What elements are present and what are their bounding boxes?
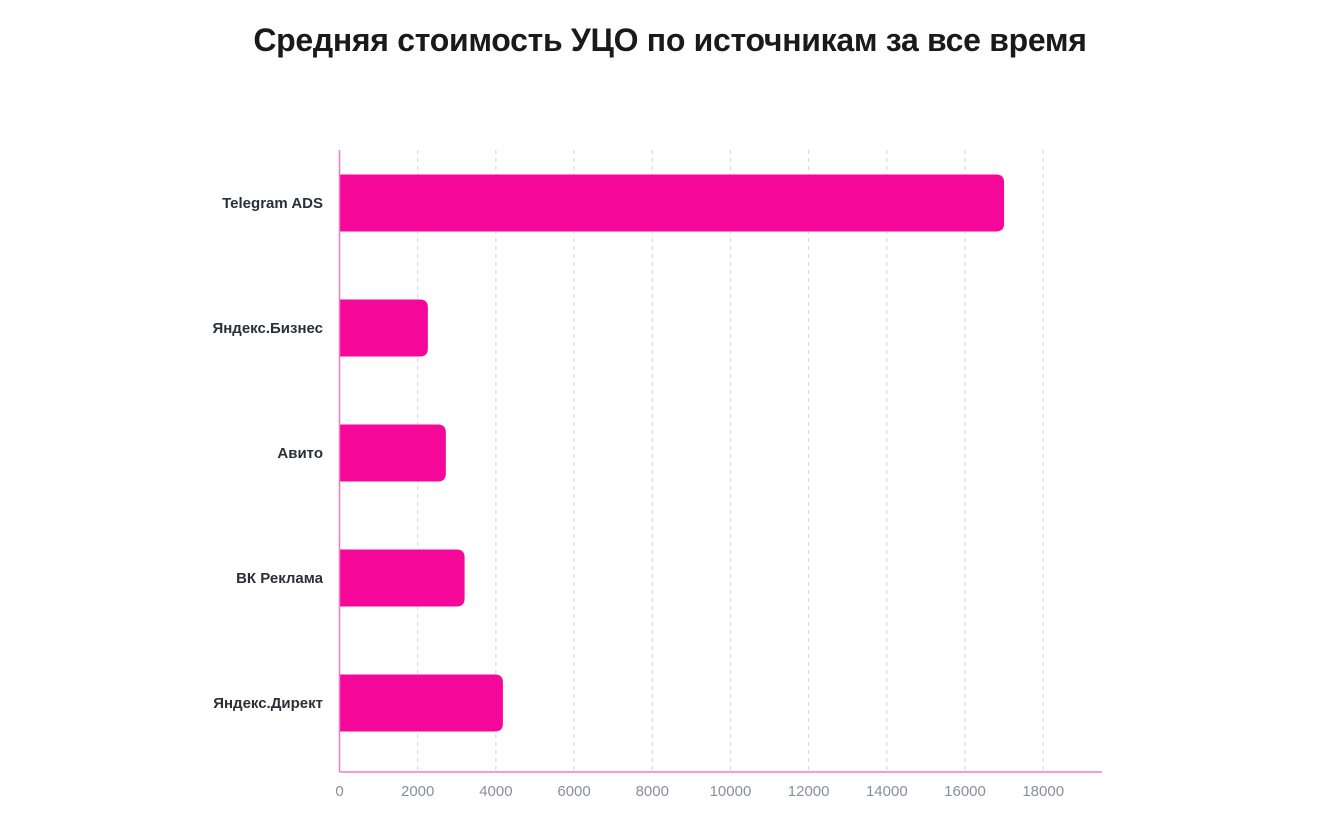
x-tick-label: 6000 [557, 783, 590, 800]
x-tick-label: 10000 [710, 783, 752, 800]
x-tick-label: 4000 [479, 783, 512, 800]
x-tick-label: 8000 [636, 783, 669, 800]
x-tick-label: 12000 [788, 783, 830, 800]
bar [339, 299, 428, 357]
category-label: Яндекс.Бизнес [212, 320, 323, 337]
category-label: Яндекс.Директ [213, 695, 323, 712]
category-label: ВК Реклама [236, 570, 324, 587]
x-tick-label: 2000 [401, 783, 434, 800]
chart-title: Средняя стоимость УЦО по источникам за в… [253, 22, 1087, 58]
x-tick-label: 16000 [944, 783, 986, 800]
category-label: Telegram ADS [222, 195, 323, 212]
category-label: Авито [277, 445, 323, 462]
bar [339, 174, 1005, 232]
bar [339, 549, 465, 607]
bar [339, 424, 446, 482]
x-tick-label: 14000 [866, 783, 908, 800]
x-tick-label: 18000 [1022, 783, 1064, 800]
bar [339, 674, 503, 732]
x-tick-label: 0 [335, 783, 343, 800]
